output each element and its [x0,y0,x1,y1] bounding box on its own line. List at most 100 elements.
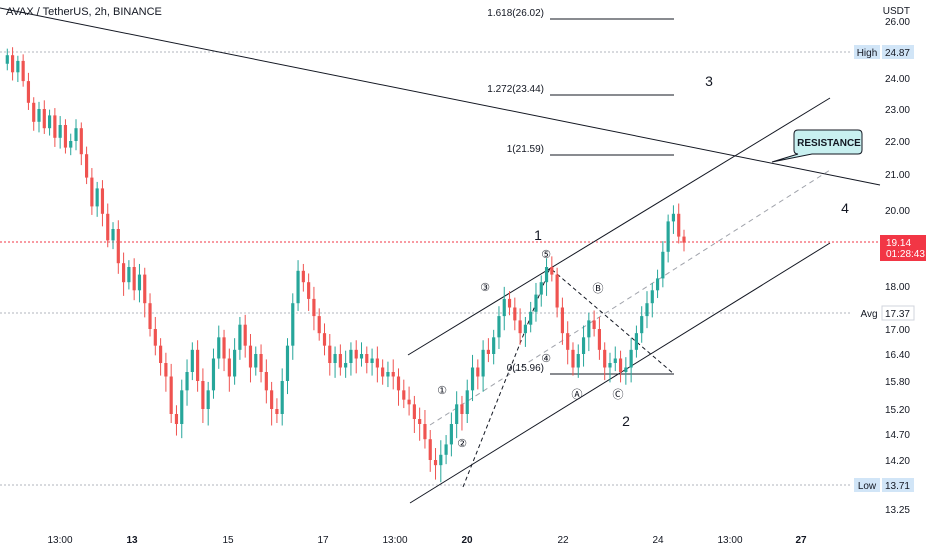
candle-body [238,324,242,350]
wave-label-3: 3 [705,73,713,89]
candle-body [58,125,62,138]
candle-body [233,349,237,377]
candle-body [180,390,184,424]
candle-body [671,213,676,222]
candle-body [169,376,173,414]
y-tick: 17.00 [885,325,910,336]
candle-body [423,424,427,440]
candle-body [370,358,374,363]
resistance-callout-box[interactable] [771,129,863,163]
candle-body [222,337,226,359]
channel-lower-line [409,242,831,504]
candle-body [10,55,15,73]
candle-body [153,329,157,346]
candle-body [534,294,538,312]
candle-body [507,298,512,308]
resistance-trendline [0,7,881,186]
y-tick: 23.00 [885,105,910,116]
candle-body [640,316,644,334]
candle-body [259,354,263,372]
candle-body [365,354,369,363]
sub-wave-labels: ① ② ③ ④ ⑤ Ⓐ Ⓑ Ⓒ [437,248,623,450]
candle-body [608,363,612,368]
x-axis[interactable]: 13:00 13 15 17 13:00 20 22 24 13:00 27 [47,535,807,546]
y-tick: 14.20 [885,456,910,467]
candle-body [391,372,395,377]
x-tick: 13:00 [47,535,72,546]
candle-body [338,354,342,368]
candle-body [433,460,438,466]
resistance-callout[interactable]: RESISTANCE [771,129,863,163]
candle-body [375,358,379,368]
candle-body [100,188,105,214]
candle-body [132,267,136,291]
candle-body [544,267,549,283]
wave-dashed-path [462,267,675,488]
y-tick: 16.40 [885,350,910,361]
candle-body [444,444,448,455]
candle-body [291,303,295,346]
candle-body [206,390,210,409]
candle-body [190,349,194,372]
y-tick: 20.00 [885,206,910,217]
candle-body [79,128,83,155]
candle-body [666,221,670,252]
candle-body [159,345,163,363]
candle-body [47,115,52,129]
subwave-label-5: ⑤ [541,248,551,261]
candle-body [69,141,73,148]
subwave-label-a: Ⓐ [572,388,583,401]
drawing-lines [0,7,881,504]
candle-body [296,270,300,304]
candle-body [164,363,168,377]
last-price-badge [880,235,926,261]
subwave-label-1: ① [437,384,447,397]
candle-body [581,337,586,354]
wave-labels: 1 2 3 4 [534,73,849,429]
candle-body [32,102,36,122]
x-tick: 24 [652,535,664,546]
symbol-header[interactable]: AVAX / TetherUS, 2h, BINANCE [6,6,162,18]
candle-body [523,324,527,334]
symbol-title[interactable]: AVAX / TetherUS, 2h, BINANCE [6,6,162,18]
candle-body [566,333,570,350]
high-label-badge [854,45,880,59]
subwave-label-4: ④ [541,352,551,365]
high-value: 24.87 [885,48,910,59]
candle-body [26,81,31,103]
candle-body [174,414,179,424]
avg-label: Avg [860,309,877,320]
candle-body [492,337,496,354]
candle-body [592,320,596,329]
candle-body [682,236,686,243]
candle-body [449,424,453,445]
y-axis[interactable]: USDT 26.00 24.00 23.00 22.00 21.00 20.00… [854,6,926,516]
candle-body [418,419,422,424]
candle-body [513,307,517,321]
x-tick: 13:00 [717,535,742,546]
candle-body [85,154,89,178]
candle-body [412,404,416,419]
fib-labels: 1.618(26.02) 1.272(23.44) 1(21.59) 0(15.… [487,8,544,374]
x-tick: 15 [222,535,234,546]
avg-value-badge [881,305,915,321]
candle-body [634,333,639,350]
fib-label-1: 1(21.59) [507,144,544,155]
candle-body [344,363,348,368]
candle-body [486,349,490,354]
candle-body [550,267,554,275]
x-tick: 22 [557,535,569,546]
candle-body [63,125,68,148]
candle-body [587,320,591,338]
reference-lines [0,51,880,486]
candle-body [90,177,94,207]
candle-body [37,109,41,122]
y-tick: 14.70 [885,430,910,441]
candle-body [185,372,189,391]
candle-body [307,282,311,299]
candle-body [539,282,543,295]
y-tick: 22.00 [885,137,910,148]
candle-body [333,354,337,363]
candle-body [21,60,25,82]
